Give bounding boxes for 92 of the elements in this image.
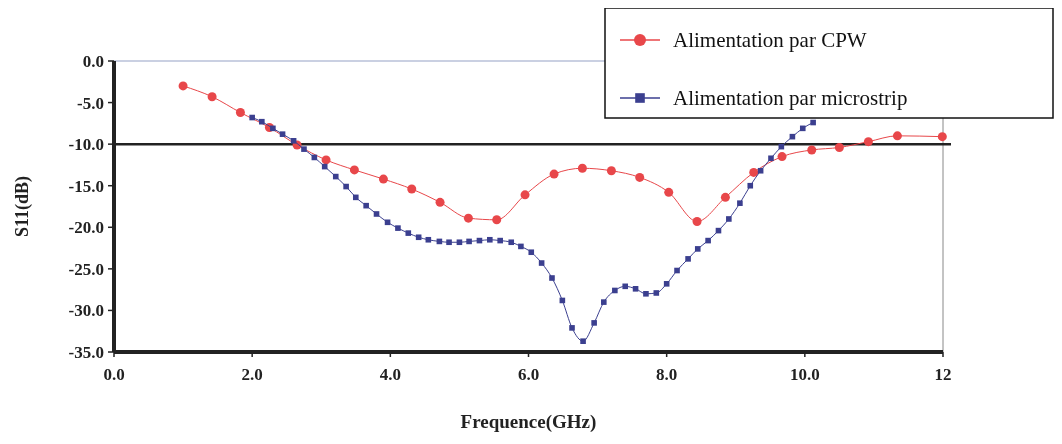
point <box>653 290 660 296</box>
x-tick-label: 0.0 <box>103 365 125 384</box>
y-tick-label: -35.0 <box>68 342 104 362</box>
y-tick-label: -30.0 <box>68 301 104 321</box>
point <box>632 286 639 292</box>
legend-label: Alimentation par CPW <box>673 28 867 53</box>
point <box>538 260 545 266</box>
point <box>466 238 472 245</box>
y-tick-label: -10.0 <box>68 135 104 155</box>
point <box>508 239 515 246</box>
point <box>384 219 391 226</box>
point <box>520 190 530 200</box>
x-tick-label: 12 <box>934 365 952 384</box>
point <box>569 325 575 331</box>
point <box>456 239 463 246</box>
point <box>487 236 493 243</box>
point <box>674 267 680 274</box>
point <box>601 299 607 305</box>
point <box>749 167 759 177</box>
point <box>178 81 188 91</box>
point <box>737 200 743 206</box>
point <box>591 320 597 326</box>
point <box>415 234 422 241</box>
point <box>577 163 587 173</box>
point <box>726 216 732 222</box>
x-tick-label: 4.0 <box>379 365 401 384</box>
point <box>301 146 307 152</box>
point <box>405 230 412 236</box>
point <box>446 239 452 246</box>
y-tick-label: -5.0 <box>77 93 104 113</box>
point <box>863 137 873 147</box>
point <box>321 155 331 165</box>
point <box>549 169 559 179</box>
point <box>349 165 359 175</box>
y-tick-label: -20.0 <box>68 218 104 238</box>
point <box>612 287 618 294</box>
y-axis-title: S11(dB) <box>12 175 33 238</box>
legend-label: Alimentation par microstrip <box>673 86 908 111</box>
point <box>720 192 730 202</box>
x-tick-label: 6.0 <box>517 365 540 384</box>
point <box>407 184 417 194</box>
point <box>622 283 629 290</box>
point <box>757 167 764 174</box>
point <box>643 291 649 297</box>
point <box>810 119 816 126</box>
point <box>694 246 701 252</box>
x-tick-label: 8.0 <box>656 365 678 384</box>
point <box>807 145 817 155</box>
x-tick-label: 10.0 <box>789 365 820 384</box>
point <box>937 132 947 142</box>
point <box>279 131 286 137</box>
y-tick-label: -25.0 <box>68 259 104 279</box>
point <box>321 163 328 170</box>
point <box>664 187 674 197</box>
point <box>747 182 754 189</box>
point <box>373 211 380 217</box>
point <box>235 108 245 118</box>
point <box>363 202 369 209</box>
point <box>692 216 702 226</box>
point <box>685 256 691 262</box>
point <box>492 215 502 225</box>
point <box>395 225 401 231</box>
point <box>435 197 445 207</box>
x-tick-label: 2.0 <box>241 365 263 384</box>
point <box>343 183 349 190</box>
point <box>663 281 670 287</box>
point <box>259 118 265 125</box>
point <box>799 125 806 132</box>
y-tick-label: -15.0 <box>68 176 104 196</box>
point <box>207 92 217 102</box>
point <box>290 138 297 144</box>
point <box>425 236 432 243</box>
point <box>549 275 555 281</box>
point <box>705 237 711 244</box>
point <box>635 172 645 182</box>
point <box>332 173 339 180</box>
point <box>580 338 586 344</box>
point <box>518 243 524 250</box>
point <box>463 213 473 223</box>
point <box>777 152 787 162</box>
y-tick-label: 0.0 <box>82 51 104 71</box>
point <box>768 155 774 162</box>
point <box>378 174 388 184</box>
point <box>892 131 902 141</box>
point <box>249 114 255 121</box>
point <box>528 249 535 256</box>
point <box>270 125 276 132</box>
point <box>834 142 844 152</box>
point <box>497 237 503 244</box>
x-axis-title: Frequence(GHz) <box>460 411 597 433</box>
point <box>352 194 359 201</box>
point <box>606 166 616 176</box>
